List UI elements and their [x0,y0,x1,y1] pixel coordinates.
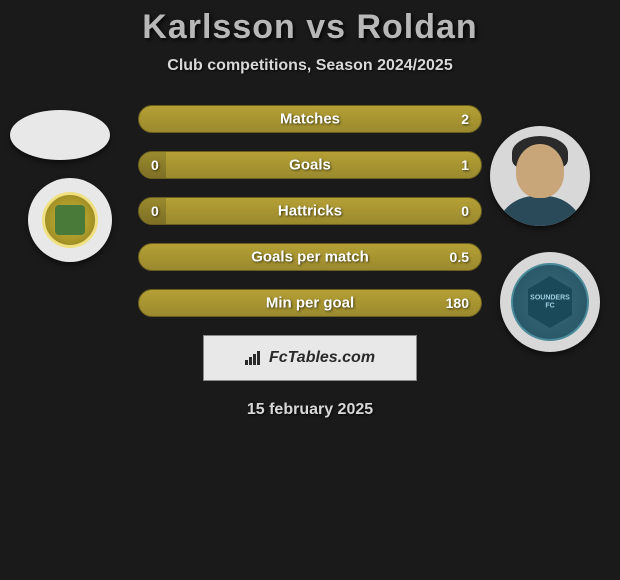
stat-right-value: 180 [446,295,469,311]
main-container: Karlsson vs Roldan Club competitions, Se… [0,0,620,419]
stat-right-value: 1 [461,157,469,173]
footer-brand-box[interactable]: FcTables.com [203,335,417,381]
stat-label: Goals per match [251,249,369,266]
stat-row-goals: 0 Goals 1 [138,151,482,179]
stat-label: Min per goal [266,295,354,312]
stat-row-hattricks: 0 Hattricks 0 [138,197,482,225]
stat-label: Goals [289,157,331,174]
footer-brand-text: FcTables.com [269,349,375,367]
stat-row-mpg: Min per goal 180 [138,289,482,317]
subtitle: Club competitions, Season 2024/2025 [0,57,620,75]
stat-row-matches: Matches 2 [138,105,482,133]
stat-left-value: 0 [151,157,159,173]
chart-icon [245,351,263,365]
stat-label: Hattricks [278,203,342,220]
stat-row-gpm: Goals per match 0.5 [138,243,482,271]
date-text: 15 february 2025 [0,401,620,419]
stat-right-value: 0 [461,203,469,219]
stats-area: Matches 2 0 Goals 1 0 Hattricks 0 Goals … [0,105,620,317]
stat-label: Matches [280,111,340,128]
stat-right-value: 2 [461,111,469,127]
page-title: Karlsson vs Roldan [0,8,620,47]
stat-right-value: 0.5 [450,249,469,265]
stat-left-value: 0 [151,203,159,219]
